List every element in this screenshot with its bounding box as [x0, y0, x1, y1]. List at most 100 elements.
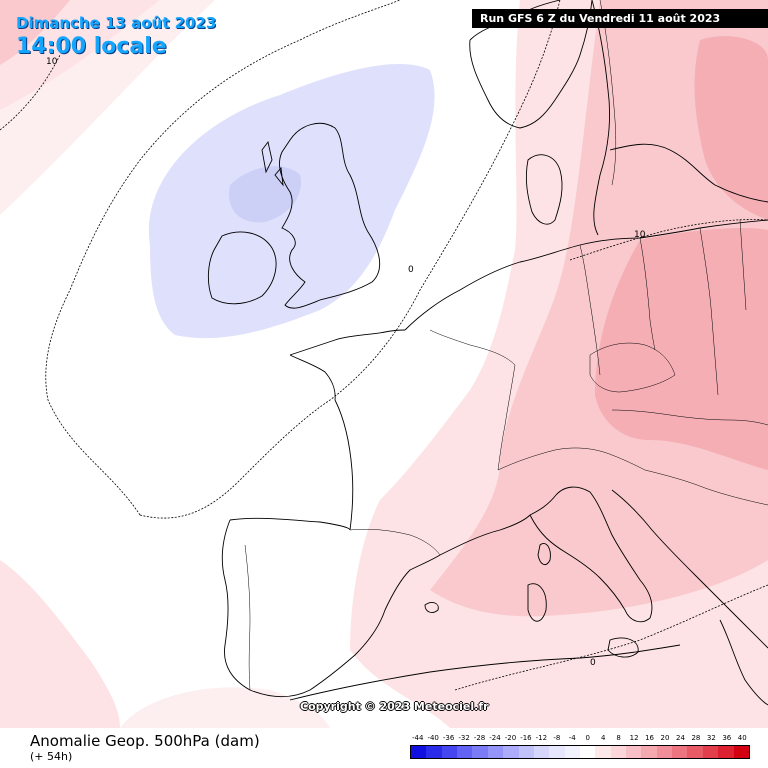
borders: [244, 0, 768, 691]
border-east-2: [739, 219, 747, 311]
legend-tick-label: -16: [520, 734, 532, 742]
legend-tick-label: -44: [412, 734, 424, 742]
coast-denmark: [525, 154, 563, 225]
legend-swatch: [487, 746, 504, 758]
anomaly-pink-nw-outer: [0, 0, 215, 215]
footer: Anomalie Geop. 500hPa (dam) (+ 54h) -44-…: [0, 728, 768, 768]
border-portugal: [244, 544, 251, 691]
coast-north-africa: [289, 644, 681, 701]
coast-greece: [719, 619, 768, 706]
legend-swatch: [579, 746, 596, 758]
legend-swatch: [672, 746, 688, 758]
legend-tick-label: -28: [473, 734, 486, 742]
copyright: Copyright © 2023 Meteociel.fr: [300, 700, 489, 713]
legend-swatch: [457, 746, 473, 758]
contour-zero-atlantic: [45, 0, 401, 516]
contour-label-east: 10: [634, 230, 646, 240]
legend-swatch: [533, 746, 550, 758]
anomaly-pink-core-n: [694, 36, 768, 220]
border-france-germany: [497, 364, 516, 471]
anomaly-pink-core: [595, 228, 768, 470]
legend-tick-label: 32: [706, 734, 716, 742]
coast-italy: [529, 486, 653, 623]
legend-swatch: [687, 746, 703, 758]
contour-zero-med: [454, 584, 768, 691]
legend-tick-label: -12: [535, 734, 548, 742]
coast-ireland: [207, 231, 277, 305]
border-france-belgium: [429, 329, 516, 366]
coast-adriatic-east: [611, 489, 768, 649]
border-alps: [497, 447, 646, 471]
legend-swatch: [564, 746, 580, 758]
border-germany-east: [579, 244, 601, 376]
legend-tick-label: 40: [737, 734, 747, 742]
anomaly-map: 10 0 10 0: [0, 0, 768, 728]
legend-tick-label: 4: [600, 734, 606, 742]
contour-zero-channel: [139, 0, 561, 519]
contour-label-med: 0: [590, 658, 596, 668]
legend-tick-label: 20: [660, 734, 670, 742]
legend-tick-label: -20: [504, 734, 517, 742]
contour-label-channel: 0: [408, 265, 414, 275]
contour-label-nw: 10: [46, 57, 58, 67]
contour-ten-e: [569, 219, 768, 261]
coast-hebrides: [261, 140, 284, 187]
legend-tick-label: 8: [616, 734, 621, 742]
legend-swatch: [503, 746, 519, 758]
border-france-spain: [349, 528, 441, 556]
coast-sweden: [591, 0, 610, 236]
border-austria-hungary: [611, 409, 768, 426]
coast-corsica: [537, 543, 551, 566]
run-banner: Run GFS 6 Z du Vendredi 11 août 2023: [472, 9, 768, 28]
border-east-1: [699, 227, 719, 396]
legend-swatch: [472, 746, 488, 758]
legend-tick-label: -36: [442, 734, 455, 742]
anomaly-pink-nw-core: [0, 0, 70, 65]
legend-tick-label: 0: [585, 734, 590, 742]
coast-baltic: [609, 143, 768, 203]
legend-tick-label: -4: [568, 734, 576, 742]
legend-tick-label: 16: [645, 734, 654, 742]
legend-swatch: [702, 746, 719, 758]
forecast-lead: (+ 54h): [30, 750, 73, 763]
legend-tick-label: 28: [691, 734, 701, 742]
legend-swatch: [610, 746, 627, 758]
coast-brittany: [289, 354, 336, 401]
border-poland: [639, 237, 656, 351]
coast-med-france: [439, 514, 531, 556]
coast-great-britain: [279, 122, 381, 309]
coast-sardinia: [527, 583, 547, 622]
coast-sicily: [607, 637, 639, 658]
legend-swatch: [733, 746, 749, 758]
forecast-date: Dimanche 13 août 2023: [16, 14, 217, 32]
legend-swatch: [718, 746, 734, 758]
legend-swatches: [410, 745, 750, 759]
legend-swatch: [656, 746, 673, 758]
legend-tick-label: 12: [629, 734, 639, 742]
anomaly-pink-sw: [0, 560, 120, 728]
legend-tick-label: -24: [489, 734, 501, 742]
legend-swatch: [426, 746, 442, 758]
legend-swatch: [626, 746, 642, 758]
anomaly-pink-sw-2: [120, 687, 330, 728]
legend-tick-label: -8: [553, 734, 561, 742]
legend-swatch: [641, 746, 657, 758]
legend-swatch: [549, 746, 565, 758]
coast-france-west: [289, 329, 406, 531]
coast-iberia: [221, 517, 441, 698]
legend-tick-label: -40: [427, 734, 439, 742]
legend-swatch: [595, 746, 611, 758]
forecast-time: 14:00 locale: [16, 34, 167, 59]
field-title: Anomalie Geop. 500hPa (dam): [30, 732, 260, 750]
border-balkans: [644, 469, 768, 506]
legend-swatch: [441, 746, 458, 758]
legend-tick-label: 24: [675, 734, 685, 742]
coast-balearics: [424, 602, 439, 613]
legend-swatch: [411, 746, 427, 758]
legend-tick-label: 36: [722, 734, 732, 742]
legend-swatch: [518, 746, 534, 758]
legend-tick-label: -32: [458, 734, 470, 742]
border-czech: [589, 342, 676, 393]
anomaly-pink-europe: [430, 0, 768, 617]
